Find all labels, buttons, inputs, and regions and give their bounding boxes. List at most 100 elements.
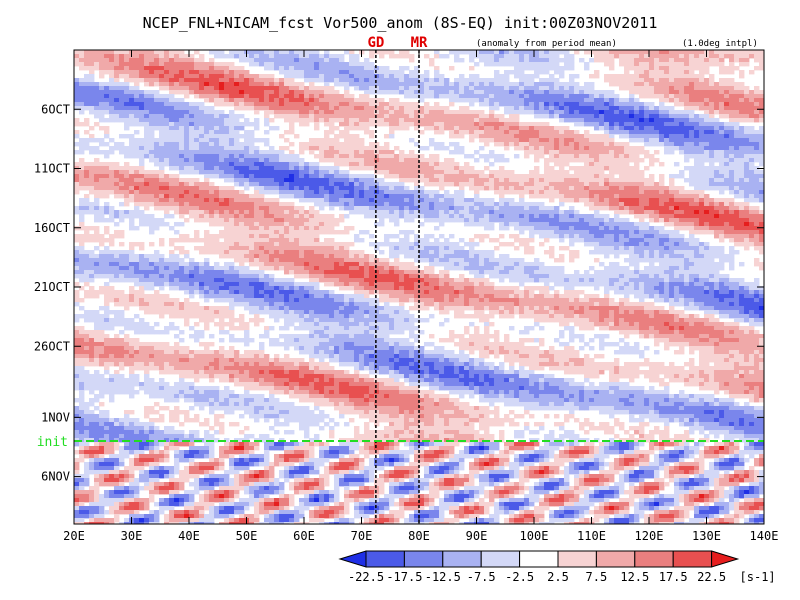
- heatmap-cell: [79, 82, 85, 87]
- heatmap-cell: [669, 218, 675, 223]
- heatmap-cell: [109, 174, 115, 179]
- heatmap-cell: [684, 210, 690, 215]
- heatmap-cell: [659, 162, 665, 167]
- heatmap-cell: [409, 110, 415, 115]
- heatmap-cell: [529, 90, 535, 95]
- heatmap-cell: [479, 130, 485, 135]
- heatmap-cell: [609, 74, 615, 79]
- heatmap-cell: [444, 158, 450, 163]
- heatmap-cell: [709, 122, 715, 127]
- heatmap-cell: [629, 66, 635, 71]
- heatmap-cell: [544, 54, 550, 59]
- heatmap-cell: [389, 154, 395, 159]
- heatmap-cell: [149, 222, 155, 227]
- heatmap-cell: [554, 214, 560, 219]
- heatmap-cell: [524, 62, 530, 67]
- heatmap-cell: [274, 102, 280, 107]
- heatmap-cell: [289, 122, 295, 127]
- heatmap-cell: [524, 110, 530, 115]
- heatmap-cell: [559, 142, 565, 147]
- heatmap-cell: [679, 194, 685, 199]
- heatmap-cell: [539, 222, 545, 227]
- heatmap-cell: [759, 150, 764, 155]
- heatmap-cell: [434, 114, 440, 119]
- heatmap-cell: [234, 206, 240, 211]
- heatmap-cell: [589, 162, 595, 167]
- heatmap-cell: [564, 218, 570, 223]
- heatmap-cell: [279, 50, 285, 55]
- heatmap-cell: [329, 90, 335, 95]
- heatmap-cell: [469, 218, 475, 223]
- heatmap-cell: [494, 54, 500, 59]
- heatmap-cell: [554, 98, 560, 103]
- heatmap-cell: [679, 78, 685, 83]
- heatmap-cell: [294, 134, 300, 139]
- heatmap-cell: [539, 150, 545, 155]
- heatmap-cell: [259, 58, 265, 63]
- heatmap-cell: [604, 186, 610, 191]
- heatmap-cell: [529, 174, 535, 179]
- heatmap-cell: [139, 98, 145, 103]
- heatmap-cell: [564, 54, 570, 59]
- heatmap-cell: [349, 118, 355, 123]
- heatmap-cell: [729, 90, 735, 95]
- heatmap-cell: [564, 86, 570, 91]
- heatmap-cell: [144, 106, 150, 111]
- heatmap-cell: [434, 170, 440, 175]
- heatmap-cell: [299, 110, 305, 115]
- heatmap-cell: [749, 146, 755, 151]
- heatmap-cell: [704, 106, 710, 111]
- heatmap-cell: [109, 170, 115, 175]
- heatmap-cell: [639, 106, 645, 111]
- heatmap-cell: [234, 82, 240, 87]
- heatmap-cell: [289, 90, 295, 95]
- heatmap-cell: [334, 158, 340, 163]
- heatmap-cell: [459, 126, 465, 131]
- heatmap-cell: [139, 138, 145, 143]
- heatmap-cell: [224, 118, 230, 123]
- heatmap-cell: [684, 70, 690, 75]
- heatmap-cell: [539, 62, 545, 67]
- heatmap-cell: [694, 174, 700, 179]
- heatmap-cell: [609, 134, 615, 139]
- heatmap-cell: [739, 62, 745, 67]
- heatmap-cell: [479, 82, 485, 87]
- heatmap-cell: [634, 78, 640, 83]
- heatmap-cell: [724, 146, 730, 151]
- heatmap-cell: [104, 66, 110, 71]
- heatmap-cell: [599, 186, 605, 191]
- heatmap-cell: [219, 210, 225, 215]
- heatmap-cell: [479, 138, 485, 143]
- heatmap-cell: [139, 158, 145, 163]
- heatmap-cell: [404, 198, 410, 203]
- heatmap-cell: [184, 74, 190, 79]
- heatmap-cell: [449, 94, 455, 99]
- heatmap-cell: [334, 170, 340, 175]
- heatmap-cell: [684, 106, 690, 111]
- heatmap-cell: [574, 214, 580, 219]
- heatmap-cell: [434, 94, 440, 99]
- heatmap-cell: [434, 198, 440, 203]
- heatmap-cell: [294, 162, 300, 167]
- heatmap-cell: [254, 102, 260, 107]
- heatmap-cell: [529, 58, 535, 63]
- heatmap-cell: [484, 202, 490, 207]
- heatmap-cell: [459, 150, 465, 155]
- heatmap-cell: [694, 182, 700, 187]
- heatmap-cell: [534, 130, 540, 135]
- heatmap-cell: [604, 142, 610, 147]
- heatmap-cell: [359, 194, 365, 199]
- heatmap-cell: [279, 110, 285, 115]
- heatmap-cell: [654, 218, 660, 223]
- heatmap-cell: [669, 58, 675, 63]
- heatmap-cell: [114, 166, 120, 171]
- heatmap-cell: [634, 158, 640, 163]
- heatmap-cell: [209, 166, 215, 171]
- heatmap-cell: [219, 122, 225, 127]
- heatmap-cell: [694, 126, 700, 131]
- heatmap-cell: [89, 82, 95, 87]
- heatmap-cell: [249, 154, 255, 159]
- heatmap-cell: [74, 206, 80, 211]
- heatmap-cell: [179, 98, 185, 103]
- heatmap-cell: [314, 114, 320, 119]
